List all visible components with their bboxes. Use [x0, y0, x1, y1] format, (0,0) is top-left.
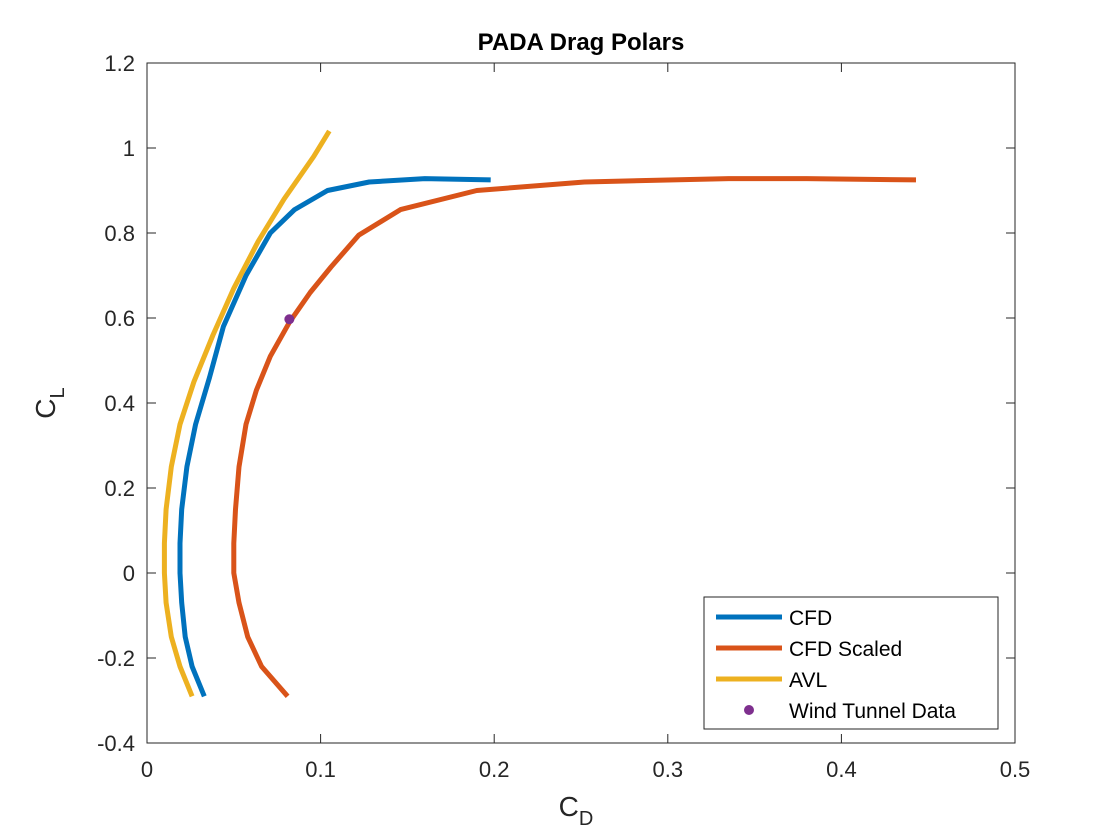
x-tick-label: 0.2 — [479, 757, 510, 782]
legend-swatch-wind-tunnel-data — [744, 705, 754, 715]
series-line-cfd — [177, 176, 491, 698]
legend-label-cfd-scaled: CFD Scaled — [789, 638, 902, 661]
y-tick-label: 0.4 — [104, 391, 135, 416]
x-tick-label: 0.1 — [305, 757, 336, 782]
y-tick-label: 1.2 — [104, 51, 135, 76]
y-tick-label: 0.2 — [104, 476, 135, 501]
y-tick-label: -0.2 — [97, 646, 135, 671]
x-tick-label: 0.5 — [1000, 757, 1031, 782]
legend: CFD CFD Scaled AVL Wind Tunnel Data — [703, 596, 999, 730]
legend-label-wind-tunnel-data: Wind Tunnel Data — [789, 700, 956, 723]
series-line-avl — [161, 129, 332, 698]
series-line-cfd-scaled — [231, 176, 917, 698]
x-tick-label: 0.3 — [653, 757, 684, 782]
y-tick-label: 0.8 — [104, 221, 135, 246]
x-axis-label-subscript: D — [579, 808, 593, 830]
legend-label-cfd: CFD — [789, 607, 832, 630]
legend-label-avl: AVL — [789, 669, 827, 692]
chart-title: PADA Drag Polars — [478, 29, 685, 56]
data-point-wind-tunnel-data — [284, 314, 295, 325]
y-tick-label: 1 — [123, 136, 135, 161]
y-axis-label: CL — [30, 387, 69, 418]
y-tick-label: -0.4 — [97, 731, 135, 756]
y-axis-label-subscript: L — [47, 387, 69, 398]
x-axis-label-main: C — [559, 791, 579, 822]
tick-layer: 0 0.1 0.2 0.3 0.4 0.5 -0.4 -0.2 0 0.2 0.4 0.6 0.8 1 1.… — [97, 51, 1030, 782]
legend-items: CFD CFD Scaled AVL Wind Tunnel Data — [716, 607, 956, 723]
y-tick-label: 0.6 — [104, 306, 135, 331]
x-tick-label: 0 — [141, 757, 153, 782]
series-layer — [161, 129, 917, 698]
x-tick-label: 0.4 — [826, 757, 857, 782]
y-axis-label-main: C — [30, 398, 61, 418]
x-axis-label: CD — [559, 791, 594, 830]
y-tick-label: 0 — [123, 561, 135, 586]
